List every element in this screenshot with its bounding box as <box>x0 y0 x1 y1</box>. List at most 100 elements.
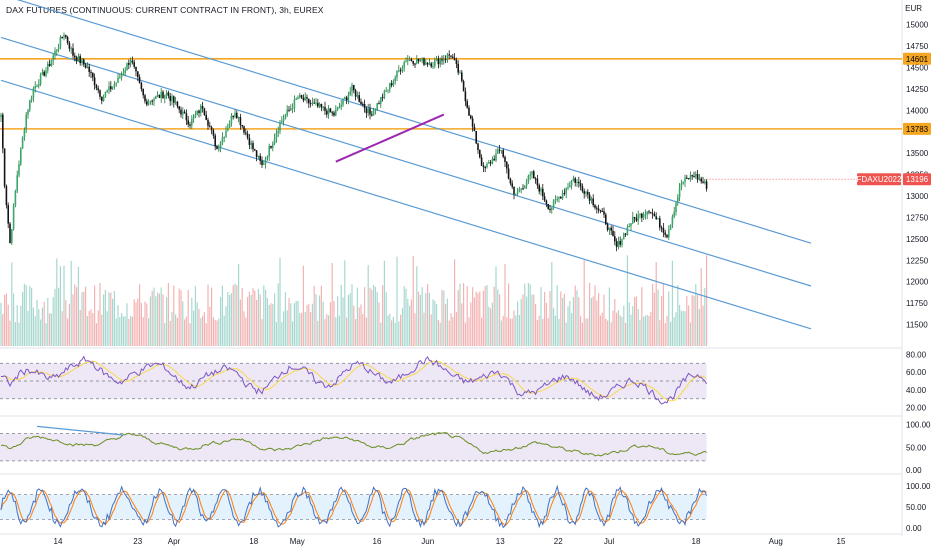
candle-body <box>47 63 49 71</box>
indicator-band <box>0 433 707 461</box>
candle-body <box>212 130 215 136</box>
volume-bar <box>403 286 405 346</box>
volume-bar <box>601 312 603 346</box>
candle-body <box>83 59 85 65</box>
candle-body <box>448 54 450 56</box>
candle-body <box>552 200 555 208</box>
candle-body <box>243 126 245 133</box>
candle-body <box>318 103 321 107</box>
candle-body <box>331 112 333 114</box>
candle-body <box>59 37 62 48</box>
volume-bar <box>371 289 373 346</box>
candle-body <box>65 35 67 38</box>
volume-bar <box>268 305 270 346</box>
time-tick-label: 18 <box>249 537 258 546</box>
candle-body <box>576 181 578 183</box>
volume-bar <box>400 314 402 346</box>
volume-bar <box>166 297 168 346</box>
volume-bar <box>227 291 229 346</box>
volume-bar <box>367 265 369 346</box>
volume-bar <box>500 320 502 346</box>
candle-body <box>572 178 575 181</box>
volume-bar <box>594 285 596 346</box>
candle-body <box>590 198 593 201</box>
candle-body <box>81 59 83 64</box>
candle-body <box>358 95 360 102</box>
candle-body <box>486 163 488 168</box>
candle-body <box>405 60 407 62</box>
volume-bar <box>212 317 214 346</box>
volume-bar <box>610 322 612 346</box>
volume-bar <box>90 309 92 346</box>
candle-body <box>603 211 605 215</box>
candle-body <box>246 133 249 138</box>
volume-bar <box>182 301 184 346</box>
volume-bar <box>446 298 448 346</box>
candle-body <box>651 213 654 215</box>
candle-body <box>210 127 213 131</box>
volume-bar <box>520 299 522 346</box>
volume-bar <box>556 285 558 346</box>
candle-body <box>340 104 342 107</box>
volume-bar <box>358 307 360 346</box>
volume-bar <box>113 291 115 346</box>
candle-body <box>275 133 278 139</box>
indicator-tick-label: 20.00 <box>906 404 927 413</box>
volume-bar <box>693 295 695 346</box>
volume-bar <box>270 303 272 346</box>
volume-bar <box>684 311 686 346</box>
level-high-label: 14601 <box>903 52 931 65</box>
volume-bar <box>304 312 306 346</box>
volume-bar <box>171 311 173 346</box>
candle-body <box>567 187 569 189</box>
candle-body <box>349 91 351 96</box>
volume-bar <box>301 312 303 346</box>
candle-body <box>39 74 42 85</box>
candle-body <box>182 111 184 115</box>
volume-bar <box>108 292 110 346</box>
volume-bar <box>576 290 578 346</box>
volume-bar <box>101 314 103 346</box>
volume-bar <box>283 311 285 346</box>
volume-bar <box>583 259 585 346</box>
volume-bar <box>385 291 387 346</box>
volume-bar <box>346 317 348 346</box>
volume-bar <box>155 296 157 346</box>
candle-body <box>475 130 477 144</box>
candle-body <box>450 55 452 57</box>
volume-bar <box>22 291 24 346</box>
candle-body <box>174 101 177 103</box>
candle-body <box>117 77 119 83</box>
volume-bar <box>562 297 564 346</box>
volume-bar <box>608 287 610 346</box>
candle-body <box>284 115 287 119</box>
volume-bar <box>416 266 418 346</box>
candle-body <box>462 81 465 92</box>
candle-body <box>333 112 335 116</box>
volume-bar <box>495 266 497 346</box>
candle-body <box>306 97 308 99</box>
volume-bar <box>146 303 148 346</box>
candle-body <box>457 63 459 73</box>
volume-bar <box>121 312 123 346</box>
candle-body <box>63 35 65 38</box>
volume-bar <box>200 318 202 346</box>
candle-body <box>45 70 47 76</box>
candle-body <box>99 90 101 97</box>
indicator-tick-label: 100.00 <box>906 421 931 430</box>
volume-bar <box>326 314 328 346</box>
volume-bar <box>31 287 33 346</box>
candle-body <box>164 94 166 99</box>
candle-body <box>335 110 337 116</box>
candle-body <box>527 175 530 182</box>
volume-bar <box>587 318 589 346</box>
candle-body <box>608 227 611 230</box>
candle-body <box>3 148 6 187</box>
volume-bar <box>149 296 151 346</box>
candle-body <box>423 58 425 65</box>
candle-body <box>702 181 704 183</box>
candle-body <box>268 145 270 157</box>
volume-bar <box>664 323 666 346</box>
candle-body <box>93 77 96 86</box>
